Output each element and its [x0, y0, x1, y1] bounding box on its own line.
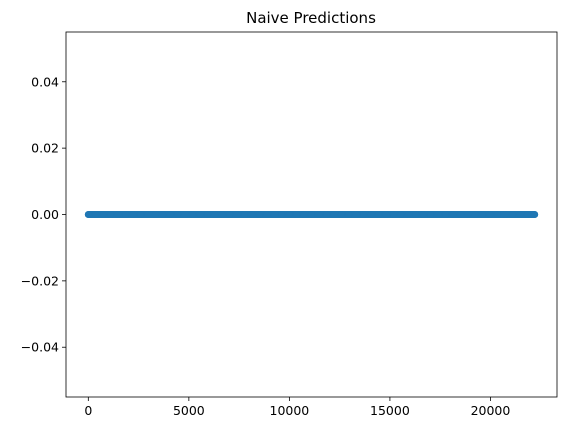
- data-point: [151, 211, 159, 218]
- data-point: [159, 211, 167, 218]
- data-point: [375, 211, 382, 218]
- x-tick-label: 0: [84, 403, 92, 418]
- x-tick-label: 5000: [173, 403, 205, 418]
- data-point: [270, 211, 278, 218]
- data-point: [449, 211, 457, 218]
- data-point: [196, 211, 204, 218]
- data-point: [189, 211, 196, 218]
- data-point: [166, 211, 174, 218]
- data-point: [263, 211, 271, 218]
- data-point: [456, 211, 464, 218]
- data-point: [404, 211, 412, 218]
- y-tick-label: 0.04: [31, 74, 59, 89]
- data-point: [218, 211, 226, 218]
- data-point: [203, 211, 211, 218]
- data-point: [256, 211, 263, 218]
- data-point: [367, 211, 375, 218]
- axes: 0 5000 10000 15000 20000 −0.04 −0.02 0.00 0.02 0.…: [21, 31, 558, 418]
- data-point: [434, 211, 442, 218]
- data-point: [523, 211, 531, 218]
- data-point: [248, 211, 256, 218]
- data-point: [389, 211, 397, 218]
- data-point: [501, 211, 509, 218]
- data-point: [293, 211, 301, 218]
- x-tick-label: 10000: [270, 403, 310, 418]
- x-tick-label: 20000: [471, 403, 511, 418]
- y-tick-label: 0.00: [31, 207, 59, 222]
- data-point: [315, 211, 323, 218]
- data-point: [107, 211, 115, 218]
- data-point: [211, 211, 219, 218]
- data-point: [508, 211, 516, 218]
- data-point: [308, 211, 315, 218]
- chart-title: Naive Predictions: [246, 9, 376, 27]
- data-point: [419, 211, 427, 218]
- data-point: [84, 211, 92, 218]
- data-point: [427, 211, 434, 218]
- data-point: [412, 211, 420, 218]
- x-tick-label: 15000: [370, 403, 410, 418]
- data-point: [174, 211, 181, 218]
- plot-area: [84, 211, 539, 218]
- data-point: [300, 211, 308, 218]
- data-point: [233, 211, 241, 218]
- data-point: [92, 211, 100, 218]
- data-point: [471, 211, 479, 218]
- data-point: [479, 211, 487, 218]
- data-point: [360, 211, 367, 218]
- data-point: [516, 211, 524, 218]
- y-tick-label: −0.02: [21, 273, 59, 288]
- data-point: [464, 211, 472, 218]
- y-tick-label: −0.04: [21, 340, 59, 355]
- data-point: [337, 211, 345, 218]
- y-tick-label: 0.02: [31, 141, 59, 156]
- data-point: [99, 211, 107, 218]
- data-point: [278, 211, 286, 218]
- data-point: [345, 211, 353, 218]
- data-point: [181, 211, 189, 218]
- data-point: [144, 211, 152, 218]
- data-point: [285, 211, 293, 218]
- data-point: [397, 211, 405, 218]
- data-point: [122, 211, 129, 218]
- data-point: [129, 211, 137, 218]
- data-point: [330, 211, 338, 218]
- data-point: [136, 211, 144, 218]
- data-point: [494, 211, 501, 218]
- data-point: [442, 211, 449, 218]
- data-point: [486, 211, 494, 218]
- data-point: [322, 211, 330, 218]
- data-point: [114, 211, 122, 218]
- data-point: [531, 211, 539, 218]
- data-point: [352, 211, 360, 218]
- data-point: [226, 211, 234, 218]
- data-point: [382, 211, 390, 218]
- data-point: [241, 211, 248, 218]
